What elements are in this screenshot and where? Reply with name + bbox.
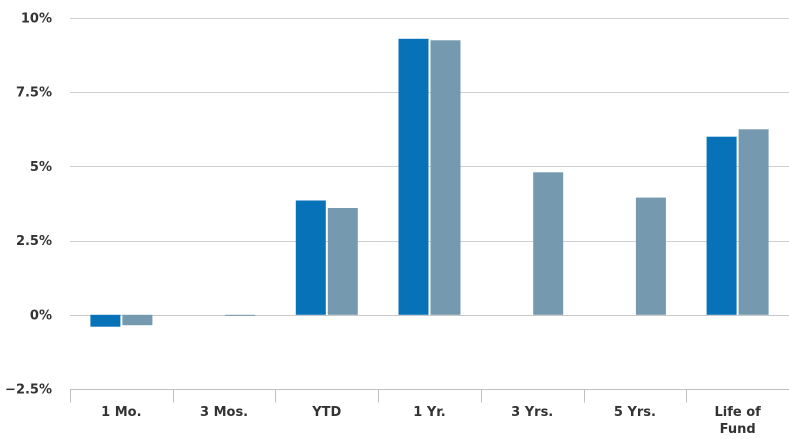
y-tick-label: 5% [30, 160, 52, 175]
bar-series-2-1-yr [430, 40, 461, 315]
bar-series-2-ytd [327, 208, 358, 315]
bar-series-2-5-yrs [635, 197, 666, 315]
x-axis: 1 Mo. 3 Mos. YTD 1 Yr. 3 Yrs. 5 Yrs. Life of Fu… [70, 389, 789, 437]
y-axis-labels: −2.5% 0% 2.5% 5% 7.5% 10% [5, 12, 52, 398]
bar-series-2-3-mos [225, 314, 256, 316]
bars [90, 38, 769, 327]
grid-layer [70, 18, 789, 316]
bar-series-1-life-of-fund [706, 136, 737, 315]
bar-series-1-1-yr [398, 38, 429, 315]
y-tick-label: 7.5% [16, 86, 52, 101]
bar-series-1-ytd [295, 200, 326, 315]
bar-series-1-1-mo [90, 314, 121, 327]
y-tick-label: 0% [30, 308, 52, 323]
x-tick-label: 1 Mo. [101, 405, 141, 420]
x-tick-label: 1 Yr. [413, 405, 445, 420]
bar-series-2-1-mo [122, 314, 153, 326]
x-tick-label: 3 Yrs. [511, 405, 553, 420]
bar-series-2-3-yrs [533, 172, 564, 315]
y-tick-label: −2.5% [5, 383, 52, 398]
x-tick-label: 5 Yrs. [614, 405, 656, 420]
x-tick-label: 3 Mos. [200, 405, 248, 420]
y-tick-label: 10% [21, 12, 52, 27]
x-tick-label: Life of Fund [714, 405, 761, 437]
bar-series-2-life-of-fund [738, 129, 769, 315]
x-tick-label: YTD [311, 405, 341, 420]
y-tick-label: 2.5% [16, 234, 52, 249]
